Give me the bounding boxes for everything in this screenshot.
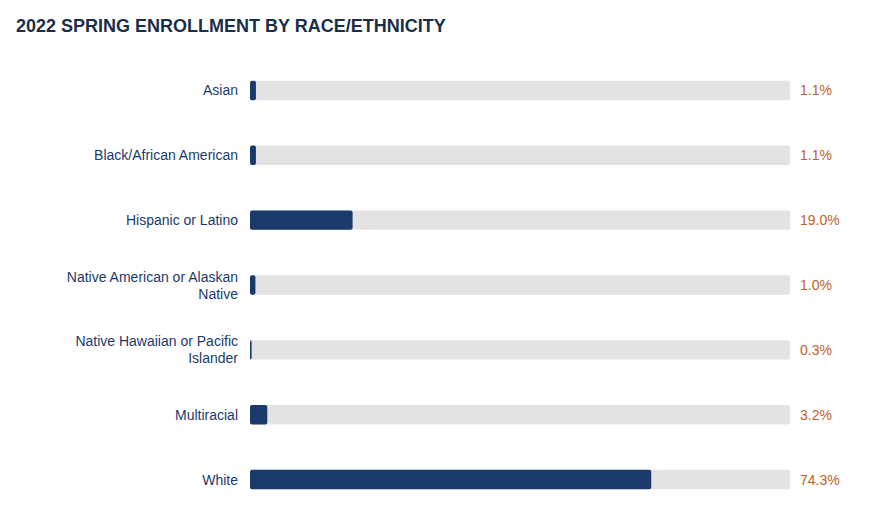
track [250, 81, 790, 100]
title: 2022 SPRING ENROLLMENT BY RACE/ETHNICITY [16, 16, 446, 36]
chart: 2022 SPRING ENROLLMENT BY RACE/ETHNICITY… [0, 0, 878, 526]
track [250, 146, 790, 165]
data-label: 3.2% [800, 407, 832, 423]
bar [250, 81, 256, 100]
data-label: 1.1% [800, 147, 832, 163]
bar [250, 210, 353, 229]
track [250, 210, 790, 229]
track [250, 275, 790, 294]
chart-container: 2022 SPRING ENROLLMENT BY RACE/ETHNICITY… [0, 0, 878, 526]
data-label: 19.0% [800, 212, 840, 228]
bar [250, 470, 651, 489]
category-label: Multiracial [175, 407, 238, 423]
data-label: 0.3% [800, 342, 832, 358]
track [250, 470, 790, 489]
data-label: 1.0% [800, 277, 832, 293]
category-label: White [202, 472, 238, 488]
track [250, 405, 790, 424]
bar [250, 405, 267, 424]
data-label: 1.1% [800, 82, 832, 98]
category-label: Hispanic or Latino [126, 212, 238, 228]
labels: 1.1% Asian 1.1% Black/African American 19.0%… [67, 82, 840, 487]
track [250, 340, 790, 359]
category-label: Native Hawaiian or PacificIslander [75, 333, 238, 366]
category-label: Native American or AlaskanNative [67, 269, 238, 302]
bar [250, 340, 252, 359]
category-label: Asian [203, 82, 238, 98]
bar [250, 275, 255, 294]
bar [250, 146, 256, 165]
data-label: 74.3% [800, 472, 840, 488]
category-label: Black/African American [94, 147, 238, 163]
plot-area [250, 81, 790, 490]
